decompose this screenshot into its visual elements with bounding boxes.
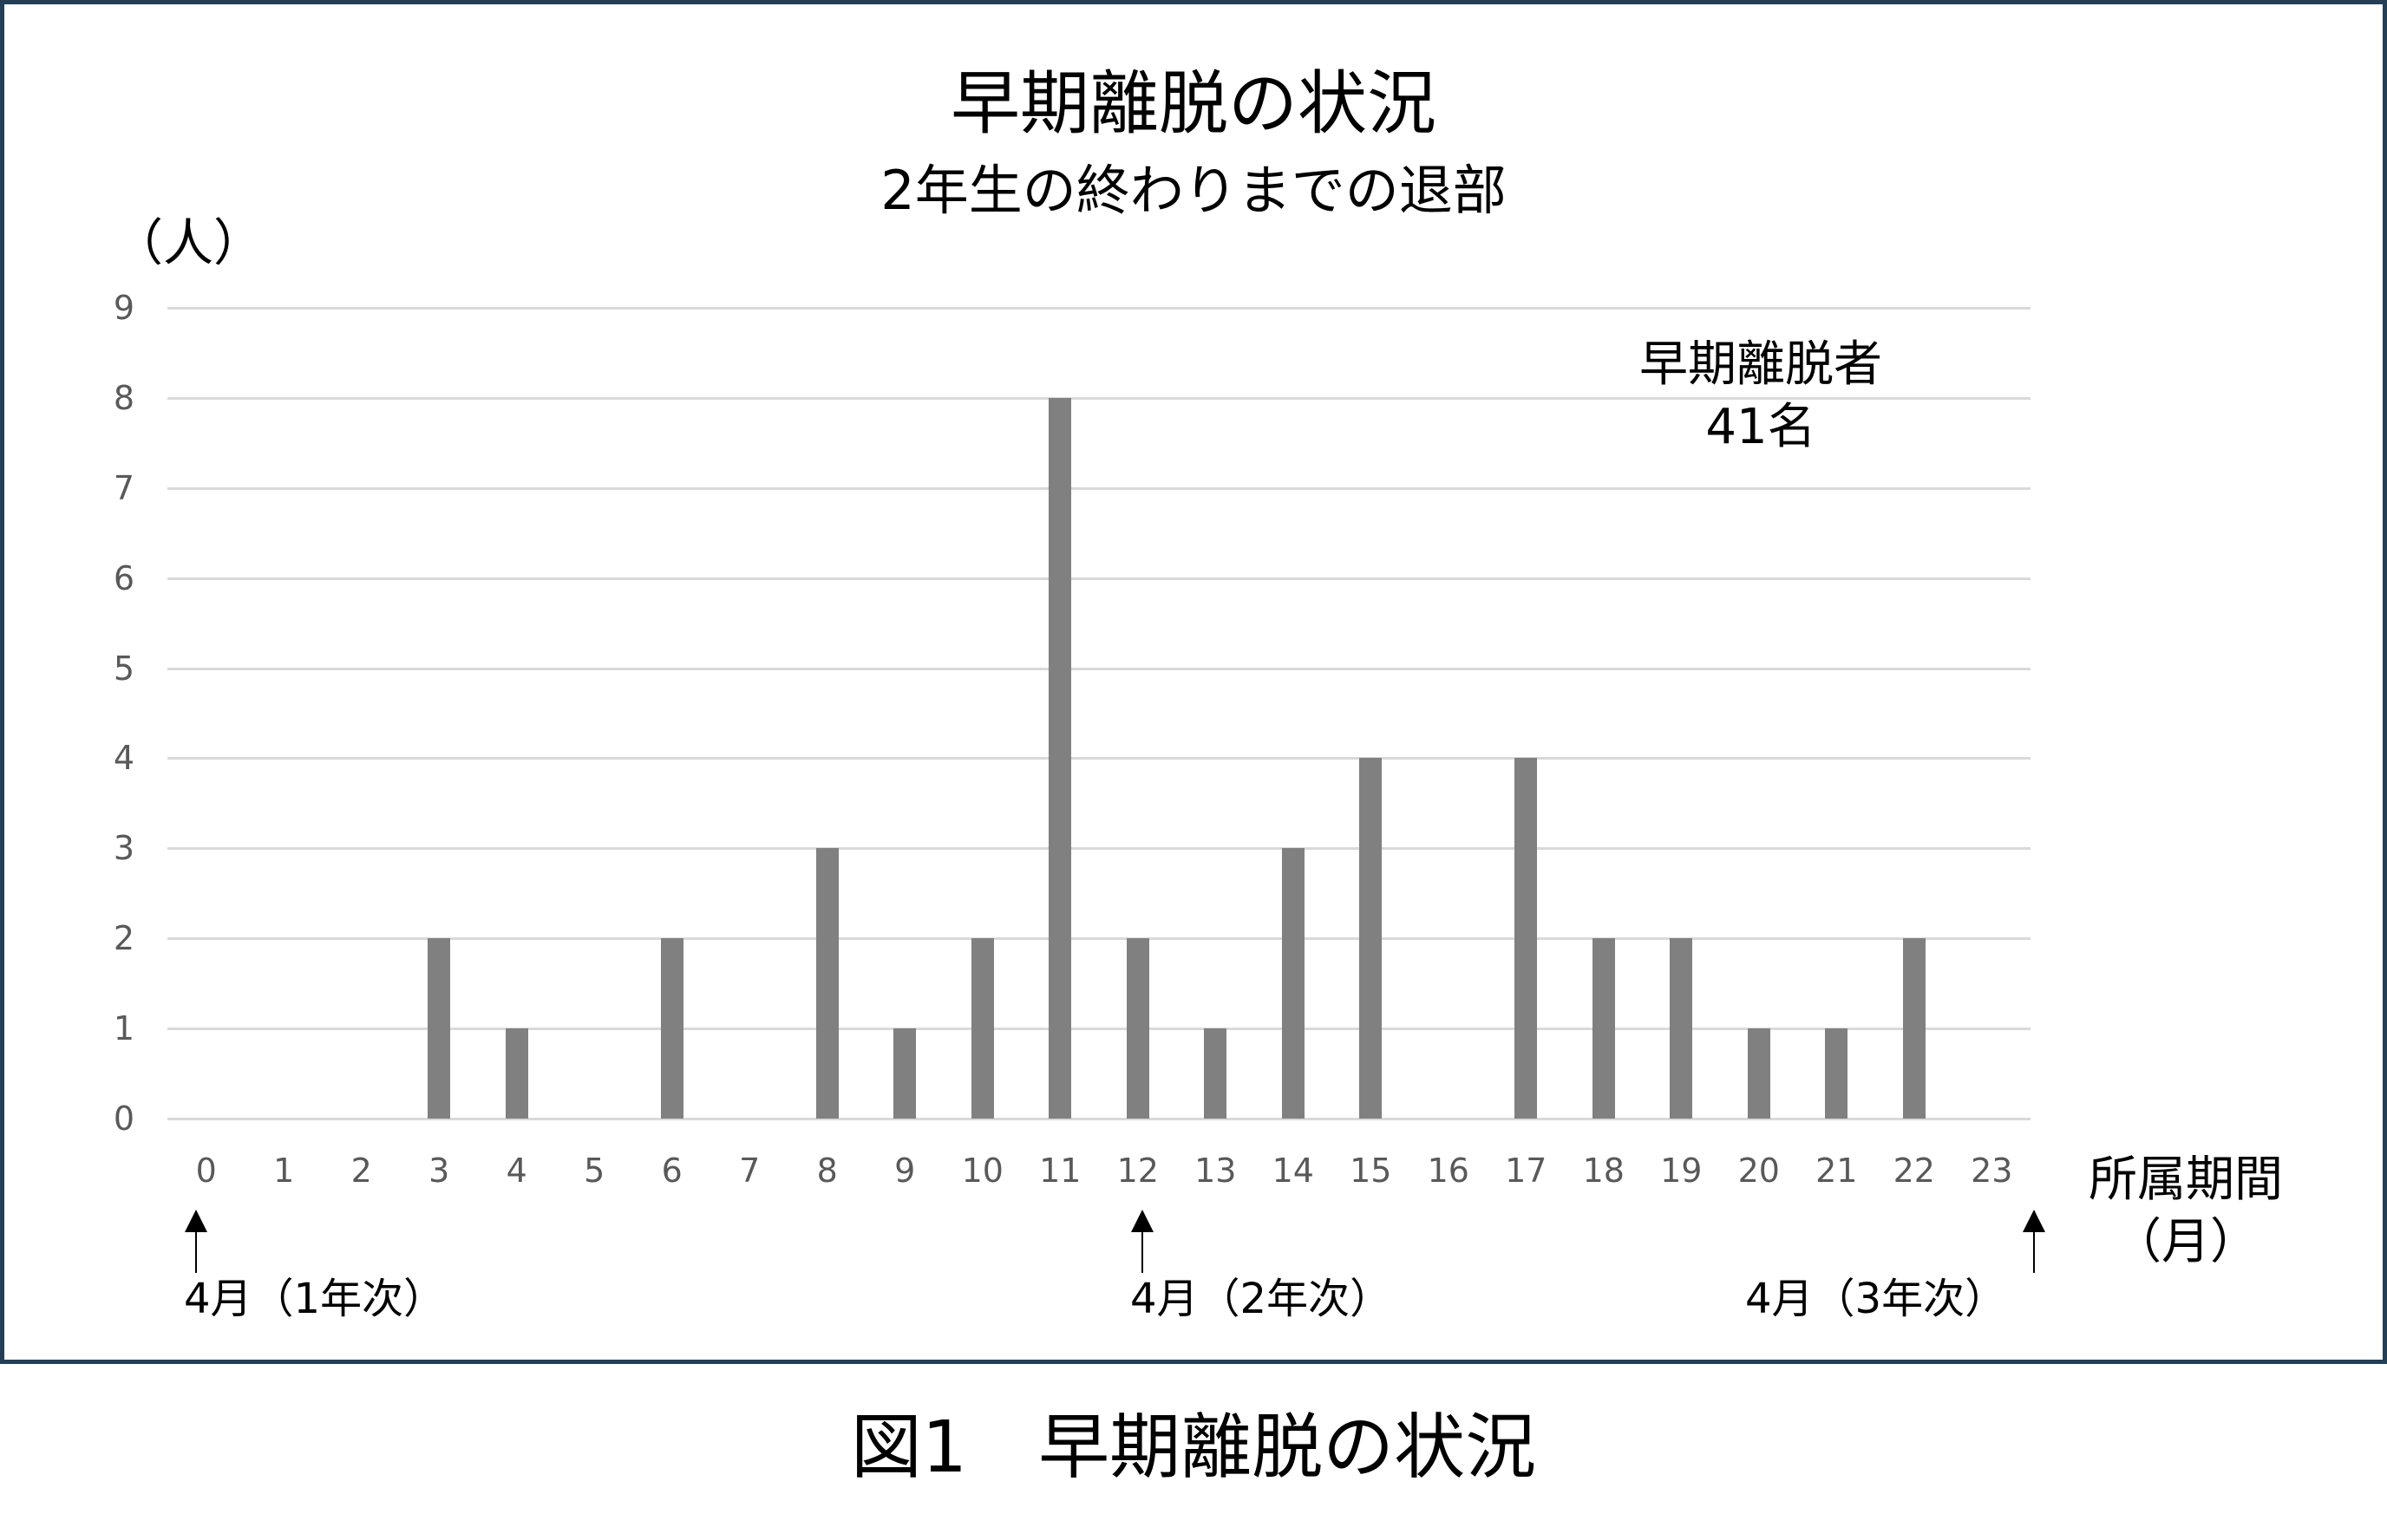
- x-tick-label: 21: [1815, 1152, 1858, 1190]
- bar-month-8: [815, 848, 839, 1119]
- gridline: [167, 396, 2031, 400]
- x-tick-label: 17: [1505, 1152, 1547, 1190]
- gridline: [167, 757, 2031, 760]
- marker-label-year2: 4月（2年次）: [1130, 1275, 1392, 1323]
- bar-month-3: [428, 938, 451, 1119]
- bar-month-12: [1126, 938, 1149, 1119]
- x-tick-label: 18: [1582, 1152, 1625, 1190]
- bar-month-11: [1049, 397, 1072, 1119]
- x-tick-label: 14: [1272, 1152, 1314, 1190]
- x-axis-label: 所属期間 （月）: [2064, 1149, 2307, 1274]
- y-tick-label: 8: [113, 378, 134, 417]
- x-tick-label: 6: [661, 1152, 683, 1190]
- bar-month-4: [505, 1028, 528, 1119]
- x-tick-label: 0: [195, 1152, 217, 1190]
- x-tick-label: 7: [739, 1152, 761, 1190]
- bar-month-22: [1902, 938, 1926, 1119]
- x-axis-label-main: 所属期間: [2089, 1152, 2283, 1208]
- total-annotation-label: 早期離脱者: [1639, 336, 1882, 393]
- x-tick-label: 19: [1660, 1152, 1703, 1190]
- chart-title: 早期離脱の状況: [951, 63, 1436, 144]
- y-tick-label: 3: [113, 829, 134, 868]
- bar-month-19: [1670, 938, 1693, 1119]
- bar-month-21: [1825, 1028, 1848, 1119]
- y-tick-label: 6: [113, 558, 134, 597]
- arrow-up-icon: [1131, 1210, 1154, 1232]
- gridline: [167, 847, 2031, 851]
- chart-frame: [0, 0, 2387, 1364]
- y-tick-label: 7: [113, 468, 134, 507]
- total-annotation-value: 41名: [1705, 399, 1816, 455]
- bar-month-13: [1204, 1028, 1227, 1119]
- gridline: [167, 486, 2031, 490]
- marker-arrow-line: [1141, 1230, 1143, 1273]
- x-tick-label: 8: [816, 1152, 838, 1190]
- gridline: [167, 307, 2031, 310]
- arrow-up-icon: [185, 1210, 207, 1232]
- marker-arrow-line: [2033, 1230, 2035, 1273]
- figure-caption: 図1 早期離脱の状況: [850, 1406, 1537, 1489]
- marker-label-year3: 4月（3年次）: [1745, 1275, 2007, 1323]
- x-tick-label: 23: [1971, 1152, 2013, 1190]
- chart-subtitle: 2年生の終わりまでの退部: [880, 159, 1507, 222]
- marker-label-year1: 4月（1年次）: [184, 1275, 446, 1323]
- bar-month-10: [971, 938, 994, 1119]
- y-tick-label: 0: [113, 1100, 134, 1138]
- y-tick-label: 4: [113, 739, 134, 778]
- y-tick-label: 2: [113, 919, 134, 958]
- bar-month-17: [1514, 758, 1538, 1119]
- marker-arrow-line: [195, 1230, 197, 1273]
- bar-month-15: [1359, 758, 1383, 1119]
- x-tick-label: 5: [584, 1152, 605, 1190]
- x-tick-label: 11: [1039, 1152, 1082, 1190]
- x-axis-label-unit: （月）: [2113, 1214, 2259, 1270]
- bar-month-14: [1281, 848, 1305, 1119]
- gridline: [167, 577, 2031, 580]
- gridline: [167, 937, 2031, 941]
- y-tick-label: 5: [113, 649, 134, 688]
- bar-month-9: [893, 1028, 917, 1119]
- x-tick-label: 1: [273, 1152, 295, 1190]
- bar-month-18: [1592, 938, 1615, 1119]
- x-tick-label: 22: [1893, 1152, 1935, 1190]
- x-tick-label: 16: [1427, 1152, 1469, 1190]
- y-tick-label: 9: [113, 289, 134, 327]
- arrow-up-icon: [2023, 1210, 2045, 1232]
- x-tick-label: 3: [428, 1152, 450, 1190]
- gridline: [167, 1028, 2031, 1031]
- x-tick-label: 20: [1737, 1152, 1780, 1190]
- x-tick-label: 4: [506, 1152, 527, 1190]
- y-axis-unit: （人）: [113, 213, 265, 272]
- y-tick-label: 1: [113, 1009, 134, 1048]
- x-tick-label: 13: [1194, 1152, 1237, 1190]
- gridline: [167, 1118, 2031, 1120]
- x-tick-label: 10: [961, 1152, 1004, 1190]
- gridline: [167, 667, 2031, 670]
- bar-month-6: [660, 938, 683, 1119]
- bar-month-20: [1747, 1028, 1770, 1119]
- x-tick-label: 2: [350, 1152, 372, 1190]
- x-tick-label: 9: [894, 1152, 916, 1190]
- x-tick-label: 12: [1116, 1152, 1159, 1190]
- x-tick-label: 15: [1350, 1152, 1392, 1190]
- total-annotation: 早期離脱者 41名: [1587, 334, 1934, 459]
